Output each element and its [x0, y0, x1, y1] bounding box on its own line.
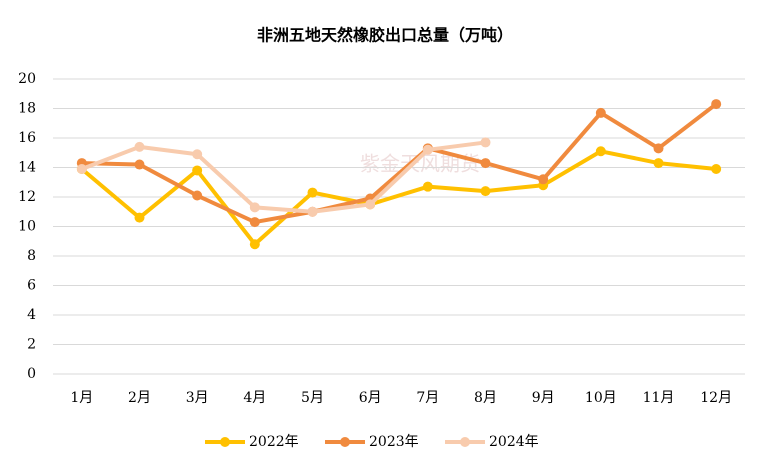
data-point: [192, 190, 203, 201]
series-line: [81, 140, 486, 214]
data-point: [134, 159, 145, 170]
x-tick-label: 3月: [186, 390, 209, 406]
x-tick-label: 1月: [70, 390, 93, 406]
x-tick-label: 8月: [474, 390, 497, 406]
data-point: [711, 163, 722, 174]
data-point: [480, 186, 491, 197]
x-tick-label: 2月: [128, 390, 151, 406]
data-point: [653, 143, 664, 154]
data-point: [307, 206, 318, 217]
y-tick-label: 10: [18, 219, 36, 235]
data-point: [192, 165, 203, 176]
data-point: [249, 239, 260, 250]
series-line: [81, 102, 718, 225]
x-tick-label: 9月: [532, 390, 555, 406]
x-tick-label: 12月: [700, 390, 732, 406]
data-point: [307, 187, 318, 198]
y-tick-label: 12: [18, 189, 36, 205]
series-line: [80, 149, 717, 247]
data-point: [422, 144, 433, 155]
legend-label: 2022年: [249, 434, 299, 450]
x-tick-label: 4月: [243, 390, 266, 406]
x-tick-label: 6月: [359, 390, 382, 406]
data-point: [480, 158, 491, 169]
legend-label: 2023年: [369, 434, 419, 450]
legend-marker: [460, 437, 470, 447]
y-tick-label: 20: [18, 71, 36, 87]
data-point: [595, 107, 606, 118]
x-tick-label: 11月: [643, 390, 675, 406]
y-tick-label: 14: [18, 160, 36, 176]
y-tick-label: 16: [18, 130, 36, 146]
data-point: [249, 217, 260, 228]
data-point: [76, 163, 87, 174]
legend-marker: [220, 437, 230, 447]
y-tick-label: 2: [27, 337, 36, 353]
data-point: [249, 202, 260, 213]
y-tick-label: 6: [27, 278, 36, 294]
data-point: [422, 181, 433, 192]
data-point: [365, 199, 376, 210]
data-point: [192, 149, 203, 160]
legend-label: 2024年: [489, 434, 539, 450]
data-point: [711, 99, 722, 110]
data-point: [134, 212, 145, 223]
y-tick-label: 4: [27, 307, 36, 323]
x-tick-label: 7月: [416, 390, 439, 406]
data-point: [653, 158, 664, 169]
legend-marker: [340, 437, 350, 447]
data-point: [538, 174, 549, 185]
data-point: [480, 137, 491, 148]
x-tick-label: 5月: [301, 390, 324, 406]
y-tick-label: 0: [27, 366, 36, 382]
y-tick-label: 18: [18, 101, 36, 117]
data-point: [134, 141, 145, 152]
x-tick-label: 10月: [585, 390, 617, 406]
y-tick-label: 8: [27, 248, 36, 264]
data-point: [595, 146, 606, 157]
chart-title: 非洲五地天然橡胶出口总量（万吨）: [257, 26, 513, 45]
